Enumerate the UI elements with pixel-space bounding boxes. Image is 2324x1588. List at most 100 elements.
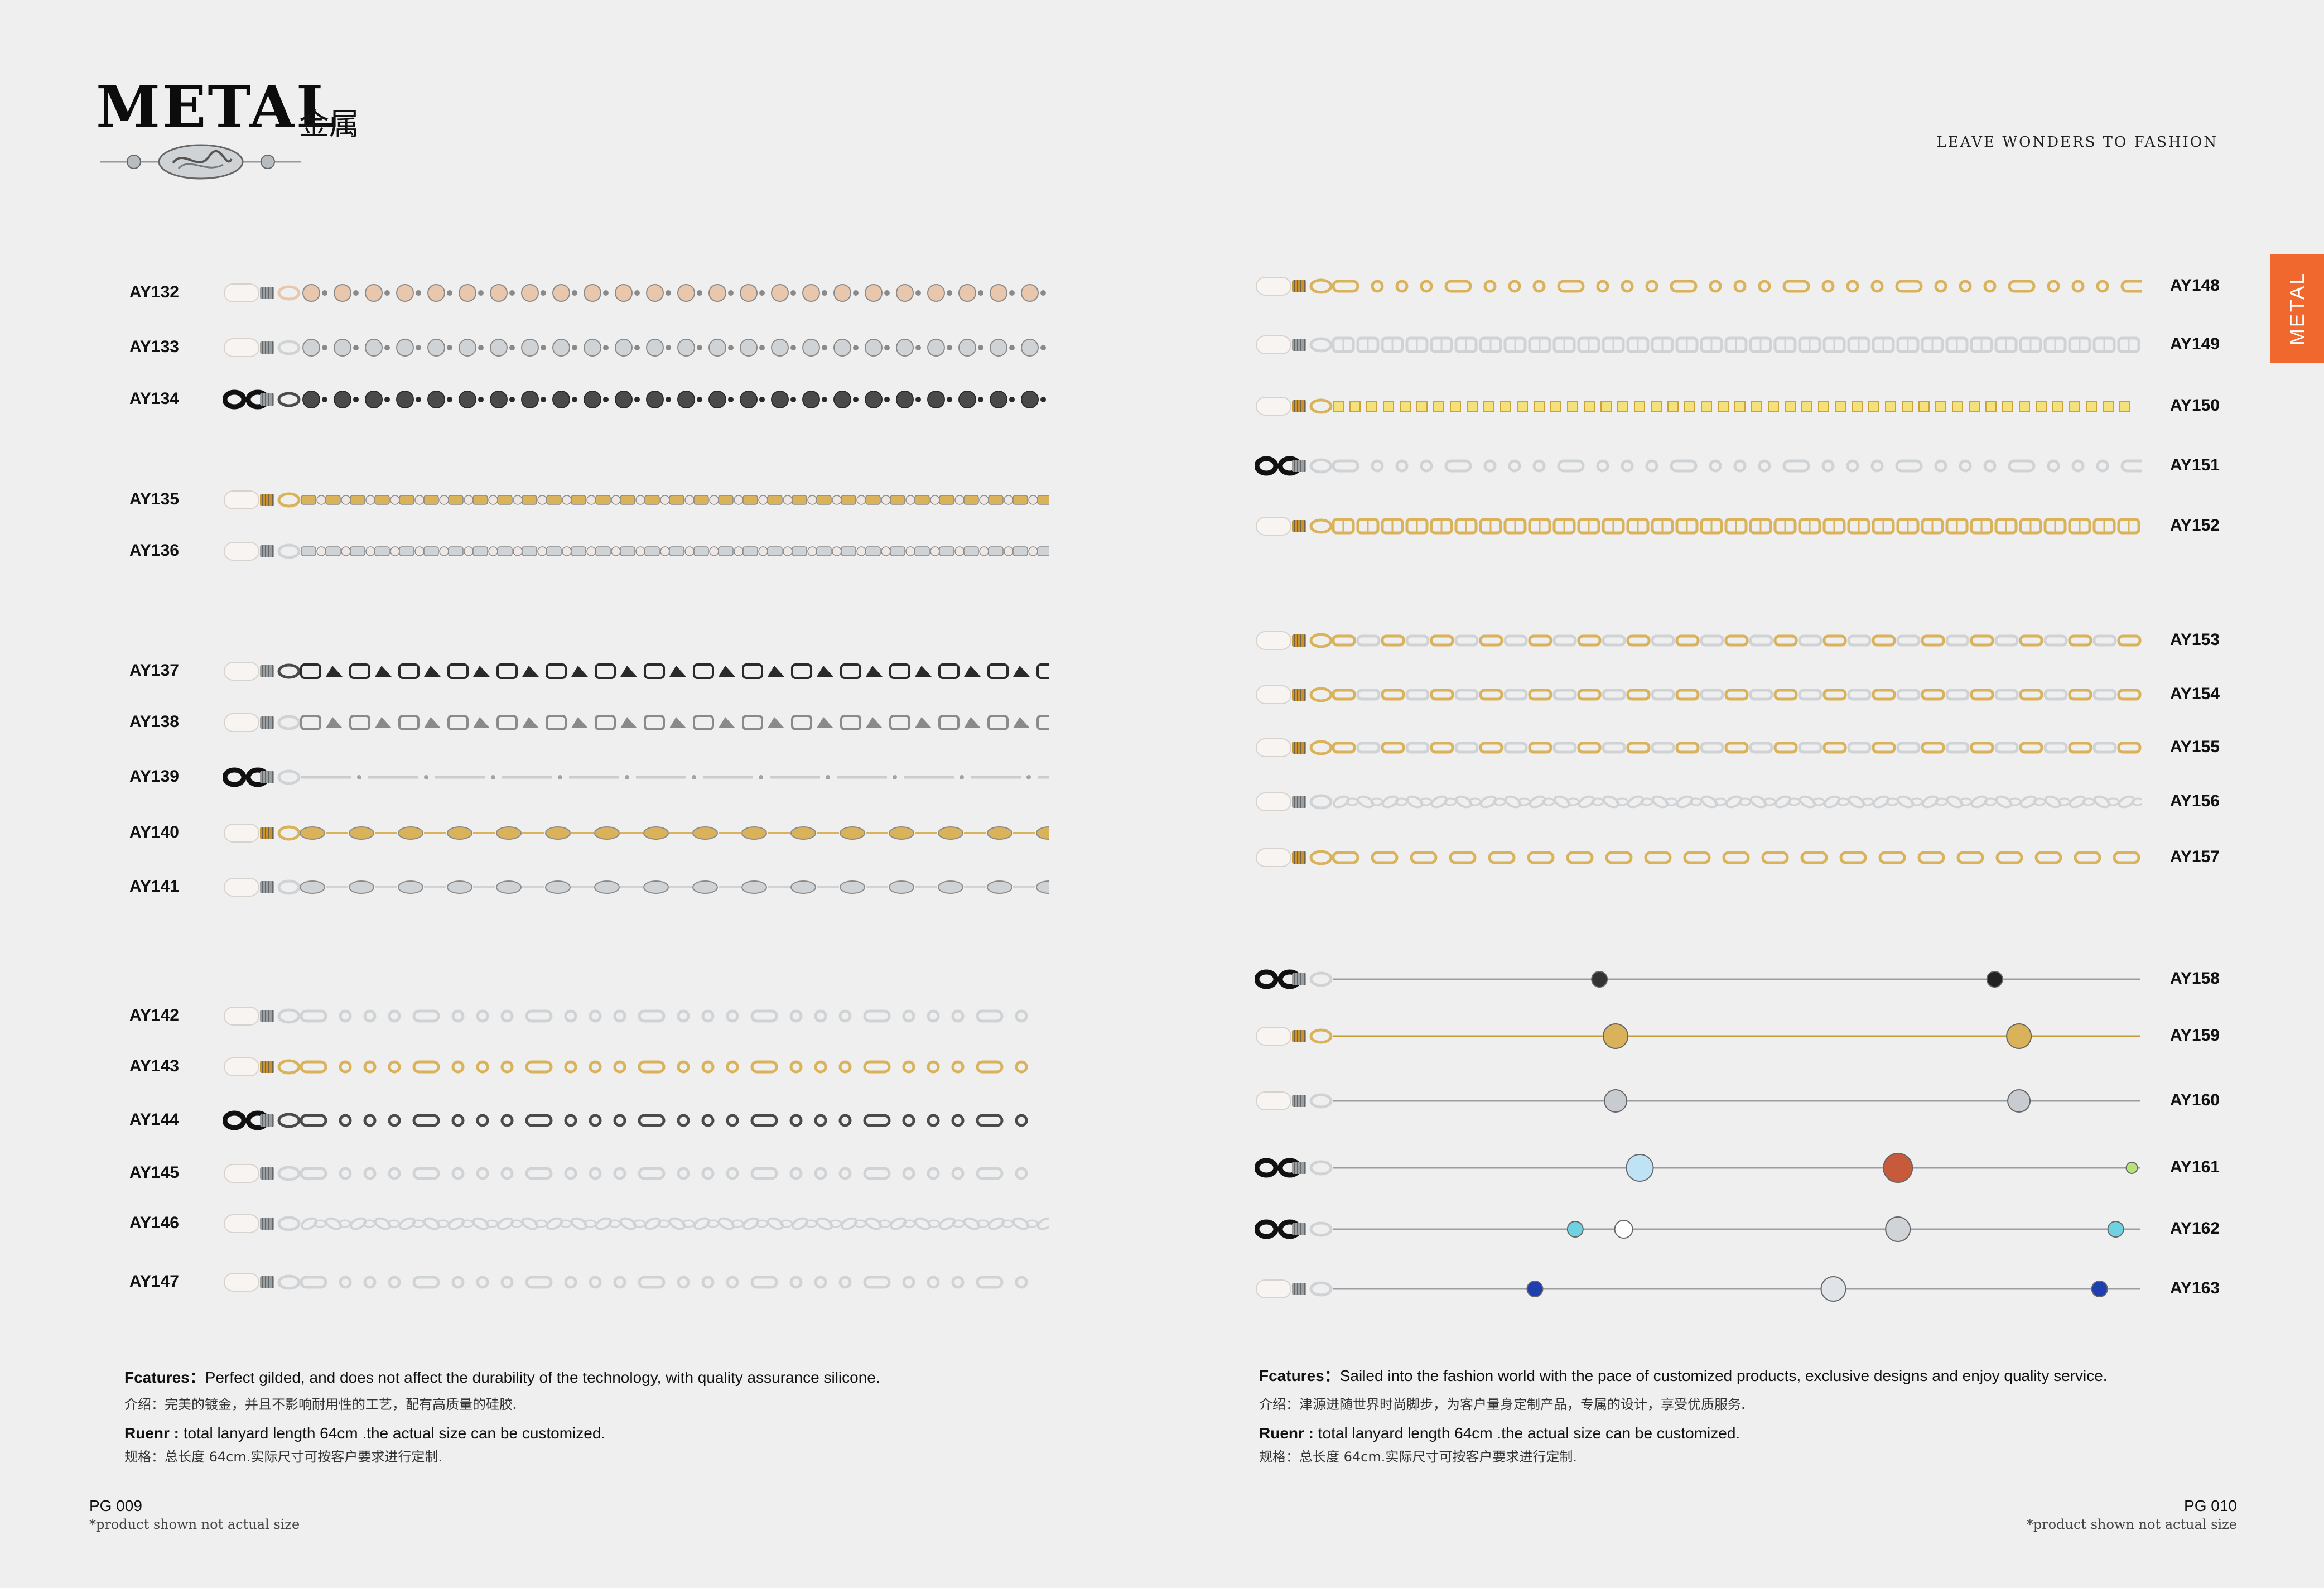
left-ruenr-cn: 规格：总长度 64cm.实际尺寸可按客户要求进行定制.: [124, 1449, 442, 1465]
chain-illustration: [1256, 397, 2130, 416]
product-chain-image: [1255, 785, 2142, 819]
product-code: AY141: [129, 877, 179, 896]
product-chain-image: [1255, 1019, 2142, 1053]
product-chain-image: [1255, 449, 2142, 483]
left-page-number: PG 009: [89, 1497, 142, 1514]
product-code: AY143: [129, 1057, 179, 1075]
product-code: AY140: [129, 823, 179, 841]
product-code: AY157: [2170, 848, 2220, 866]
product-chain-image: [1255, 328, 2142, 362]
product-chain-image: [223, 999, 1049, 1033]
chain-illustration: [1256, 631, 2142, 650]
product-code: AY156: [2170, 792, 2220, 810]
chain-illustration: [223, 389, 1046, 410]
left-features-text: Perfect gilded, and does not affect the …: [205, 1369, 880, 1386]
ornament-logo-icon: [100, 144, 301, 180]
section-tab-metal[interactable]: METAL: [2270, 254, 2324, 363]
product-code: AY146: [129, 1214, 179, 1232]
product-chain-image: [223, 483, 1049, 517]
product-code: AY144: [129, 1110, 179, 1129]
section-tab-label: METAL: [2286, 271, 2309, 345]
product-chain-image: [1255, 678, 2142, 711]
chain-illustration: [224, 490, 1049, 509]
chain-illustration: [1255, 456, 2142, 476]
chain-illustration: [224, 662, 1049, 681]
right-size-note: *product shown not actual size: [2026, 1517, 2237, 1532]
chain-illustration: [223, 767, 1049, 787]
chain-illustration: [223, 1110, 1028, 1130]
product-code: AY155: [2170, 738, 2220, 756]
product-code: AY142: [129, 1006, 179, 1024]
chain-illustration: [224, 542, 1049, 561]
product-code: AY133: [129, 338, 179, 356]
product-code: AY134: [129, 389, 179, 408]
product-code: AY132: [129, 283, 179, 301]
product-code: AY158: [2170, 969, 2220, 988]
product-chain-image: [1255, 389, 2142, 423]
chain-illustration: [1256, 1089, 2140, 1113]
chain-illustration: [224, 338, 1046, 357]
product-code: AY161: [2170, 1158, 2220, 1176]
product-chain-image: [223, 276, 1049, 310]
left-ruenr-text: total lanyard length 64cm .the actual si…: [183, 1425, 606, 1442]
product-code: AY153: [2170, 631, 2220, 649]
chain-illustration: [1255, 1216, 2140, 1242]
brand-title-cn: 金属: [299, 107, 359, 142]
chain-illustration: [1256, 738, 2142, 757]
chain-illustration: [224, 824, 1049, 843]
product-chain-image: [223, 1265, 1049, 1299]
chain-illustration: [1256, 1023, 2140, 1049]
product-code: AY163: [2170, 1279, 2220, 1297]
product-chain-image: [1255, 1084, 2142, 1118]
product-chain-image: [223, 655, 1049, 688]
right-ruenr-label: Ruenr :: [1259, 1425, 1314, 1442]
product-chain-image: [1255, 963, 2142, 996]
product-chain-image: [1255, 841, 2142, 874]
product-code: AY159: [2170, 1026, 2220, 1045]
chain-illustration: [224, 1273, 1028, 1292]
right-features: Fcatures：Sailed into the fashion world w…: [1259, 1364, 2263, 1386]
product-chain-image: [1255, 1212, 2142, 1246]
product-chain-image: [1255, 731, 2142, 764]
right-features-label: Fcatures：: [1259, 1367, 1340, 1384]
product-code: AY151: [2170, 456, 2220, 474]
product-code: AY138: [129, 713, 179, 731]
chain-illustration: [1255, 969, 2140, 989]
right-ruenr: Ruenr : total lanyard length 64cm .the a…: [1259, 1425, 2263, 1442]
chain-illustration: [1256, 1276, 2140, 1302]
product-chain-image: [223, 816, 1049, 850]
product-chain-image: [1255, 1151, 2142, 1185]
left-ruenr: Ruenr : total lanyard length 64cm .the a…: [124, 1425, 1073, 1442]
product-code: AY152: [2170, 516, 2220, 535]
product-code: AY162: [2170, 1219, 2220, 1238]
product-chain-image: [1255, 270, 2142, 303]
product-code: AY137: [129, 661, 179, 680]
left-features-cn: 介绍：完美的镀金，并且不影响耐用性的工艺，配有高质量的硅胶.: [124, 1397, 517, 1412]
tagline: LEAVE WONDERS TO FASHION: [1936, 134, 2218, 151]
chain-illustration: [224, 878, 1049, 897]
product-chain-image: [1255, 1272, 2142, 1306]
product-chain-image: [223, 1050, 1049, 1084]
product-chain-image: [223, 761, 1049, 794]
right-features-text: Sailed into the fashion world with the p…: [1339, 1367, 2108, 1384]
chain-illustration: [224, 1214, 1049, 1233]
product-code: AY150: [2170, 396, 2220, 415]
chain-illustration: [1256, 277, 2142, 296]
product-code: AY149: [2170, 335, 2220, 353]
product-code: AY160: [2170, 1091, 2220, 1109]
product-code: AY145: [129, 1163, 179, 1182]
left-features-label: Fcatures：: [124, 1369, 205, 1386]
chain-illustration: [224, 713, 1049, 732]
right-features-cn: 介绍：津源进随世界时尚脚步，为客户量身定制产品，专属的设计，享受优质服务.: [1259, 1397, 1746, 1412]
chain-illustration: [224, 283, 1046, 302]
product-code: AY154: [2170, 685, 2220, 703]
right-ruenr-cn: 规格：总长度 64cm.实际尺寸可按客户要求进行定制.: [1259, 1449, 1577, 1465]
right-ruenr-text: total lanyard length 64cm .the actual si…: [1318, 1425, 1740, 1442]
left-ruenr-label: Ruenr :: [124, 1425, 179, 1442]
product-chain-image: [223, 870, 1049, 904]
chain-illustration: [1256, 517, 2140, 536]
chain-illustration: [224, 1057, 1028, 1076]
product-code: AY136: [129, 541, 179, 560]
product-chain-image: [223, 383, 1049, 416]
left-features: Fcatures：Perfect gilded, and does not af…: [124, 1365, 1073, 1388]
